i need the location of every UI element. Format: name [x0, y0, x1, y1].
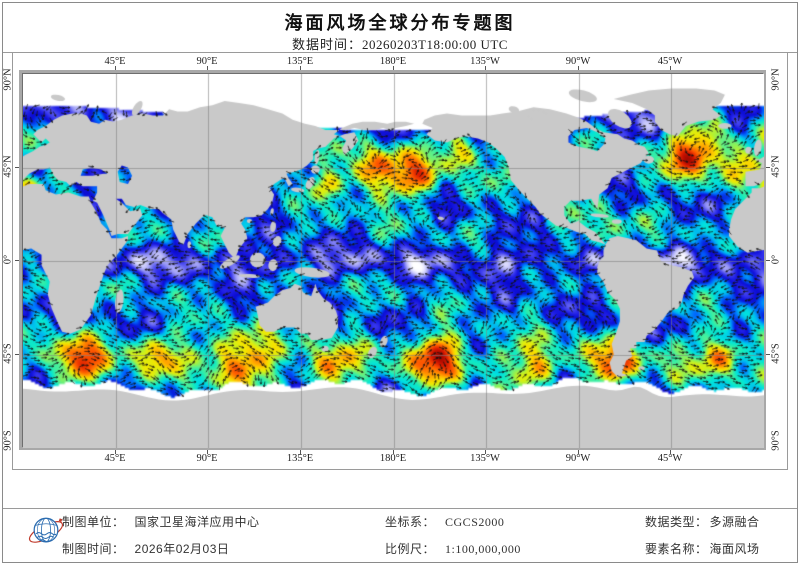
lat-label-left: 45°S — [2, 343, 14, 364]
axis-tick — [670, 66, 672, 70]
lon-label-bottom: 135°W — [470, 453, 500, 464]
axis-tick — [207, 66, 209, 70]
axis-tick — [207, 450, 209, 454]
axis-tick — [766, 166, 770, 168]
lon-label-bottom: 90°E — [196, 453, 218, 464]
axis-tick — [670, 450, 672, 454]
lon-label-top: 135°E — [286, 56, 314, 67]
axis-tick — [114, 66, 116, 70]
axis-tick — [114, 450, 116, 454]
axis-tick — [392, 66, 394, 70]
lon-label-top: 45°W — [657, 56, 683, 67]
footer-separator — [3, 508, 797, 509]
lat-label-right: 45°S — [770, 343, 782, 364]
footer-data-type: 数据类型： 多源融合 — [645, 515, 760, 529]
map-panel — [12, 52, 788, 470]
wind-map-canvas — [23, 74, 764, 448]
lat-label-left: 90°S — [2, 430, 14, 451]
lon-label-bottom: 135°E — [286, 453, 314, 464]
axis-tick — [485, 450, 487, 454]
axis-tick — [485, 66, 487, 70]
axis-tick — [15, 260, 19, 261]
data-time-line: 数据时间：20260203T18:00:00 UTC — [0, 34, 800, 53]
lon-label-bottom: 180°E — [379, 453, 407, 464]
lon-label-bottom: 45°W — [657, 453, 683, 464]
lat-label-right: 90°N — [770, 68, 782, 91]
data-time-label: 数据时间： — [292, 37, 363, 52]
lat-label-left: 90°N — [2, 68, 14, 91]
lon-label-bottom: 45°E — [104, 453, 126, 464]
page-title: 海面风场全球分布专题图 — [284, 13, 516, 33]
colorbar-legend: 0 4 8 12 16 20 ≥24 (m/s) — [0, 470, 800, 508]
lat-label-right: 0° — [770, 254, 782, 265]
footer-element-name: 要素名称： 海面风场 — [645, 542, 760, 556]
axis-tick — [299, 450, 301, 454]
axis-tick — [299, 66, 301, 70]
lon-label-top: 90°E — [196, 56, 218, 67]
footer-scale: 比例尺： 1:100,000,000 — [385, 542, 521, 556]
axis-tick — [766, 353, 770, 355]
axis-tick — [577, 450, 579, 454]
footer-mapping-unit: 制图单位： 国家卫星海洋应用中心 — [62, 515, 260, 529]
lon-label-bottom: 90°W — [565, 453, 591, 464]
lat-label-right: 45°N — [770, 155, 782, 178]
nsoas-logo — [28, 517, 64, 543]
axis-tick — [15, 353, 19, 355]
data-time-value: 20260203T18:00:00 UTC — [362, 37, 508, 52]
axis-tick — [392, 450, 394, 454]
lon-label-top: 45°E — [104, 56, 126, 67]
axis-tick — [577, 66, 579, 70]
footer-mapping-time: 制图时间： 2026年02月03日 — [62, 542, 230, 556]
lon-label-top: 135°W — [470, 56, 500, 67]
lat-label-left: 0° — [2, 254, 14, 265]
lat-label-right: 90°S — [770, 430, 782, 451]
lon-label-top: 180°E — [379, 56, 407, 67]
lon-label-top: 90°W — [565, 56, 591, 67]
axis-tick — [766, 260, 770, 261]
axis-tick — [15, 166, 19, 168]
lat-label-left: 45°N — [2, 155, 14, 178]
footer-coordinate-system: 坐标系： CGCS2000 — [385, 515, 505, 529]
